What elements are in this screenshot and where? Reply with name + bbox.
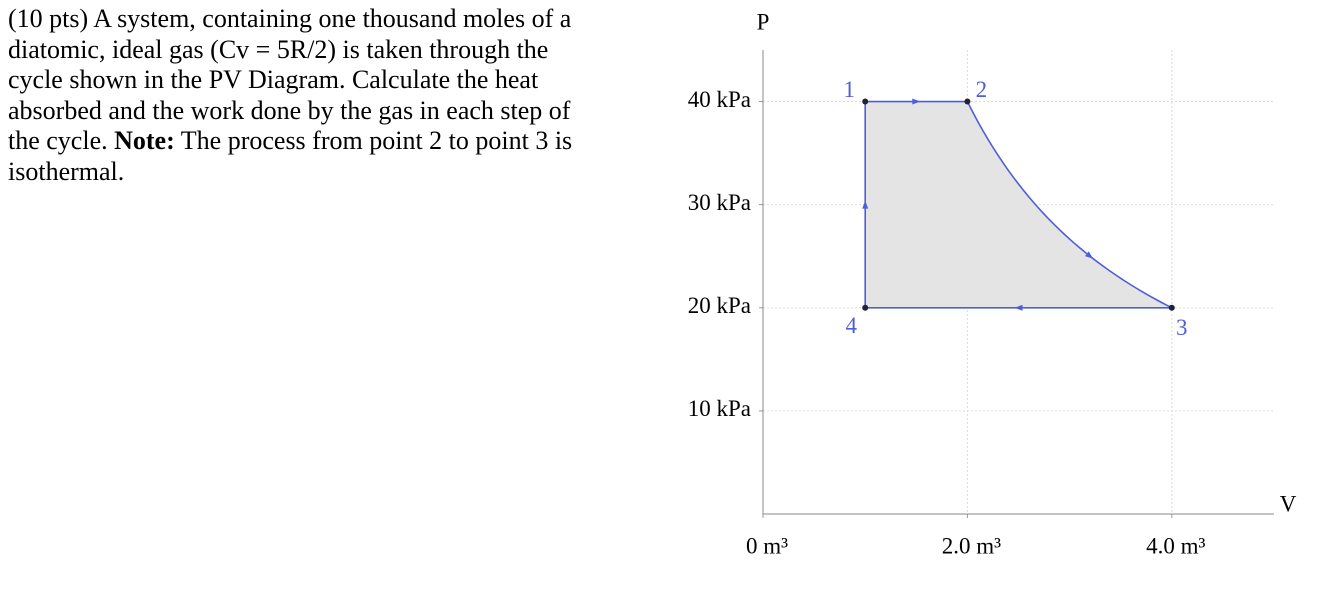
y-tick-label: 40 kPa: [688, 87, 751, 112]
point-label: 4: [845, 313, 857, 338]
note-label: Note:: [114, 126, 175, 155]
pv-diagram: P V 10 kPa 20 kPa 30 kPa 40 kPa 0 m³ 2.0 m³ 4.…: [688, 9, 1297, 558]
state-point: [862, 98, 869, 105]
point-label: 3: [1176, 315, 1188, 340]
direction-arrow: [862, 200, 869, 209]
process-path: [966, 101, 1173, 309]
problem-body: (10 pts) A system, containing one thousa…: [8, 4, 572, 155]
state-point: [964, 98, 971, 105]
problem-note: The process from point 2 to point 3 is i…: [8, 126, 573, 186]
direction-arrow: [1014, 304, 1023, 311]
y-tick-label: 20 kPa: [688, 293, 751, 318]
direction-arrow: [1085, 251, 1094, 259]
state-point: [862, 304, 869, 311]
y-tick-label: 10 kPa: [688, 396, 751, 421]
x-tick-label: 2.0 m³: [942, 533, 1001, 558]
point-label: 2: [976, 77, 988, 102]
state-point: [1168, 304, 1175, 311]
point-label: 1: [843, 77, 855, 102]
problem-text: (10 pts) A system, containing one thousa…: [8, 4, 598, 187]
cycle-area: [865, 101, 1172, 308]
direction-arrow: [912, 98, 921, 105]
x-tick-label: 0 m³: [746, 533, 788, 558]
x-tick-label: 4.0 m³: [1146, 533, 1205, 558]
x-axis-label: V: [1280, 491, 1297, 516]
y-axis-label: P: [757, 9, 770, 34]
y-tick-label: 30 kPa: [688, 190, 751, 215]
